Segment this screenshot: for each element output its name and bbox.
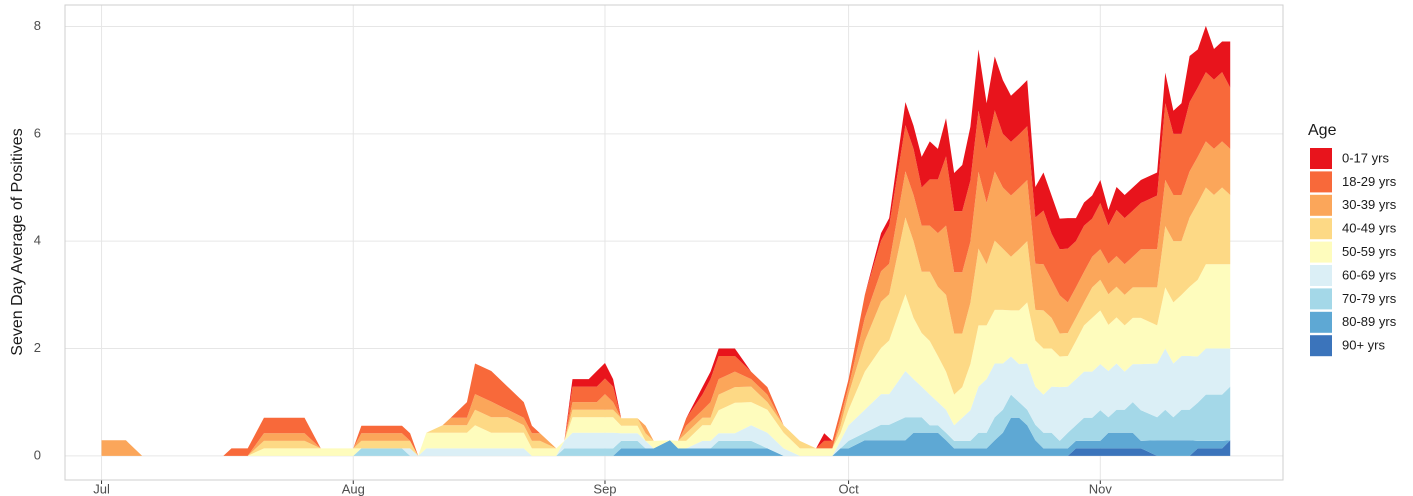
legend-swatch	[1310, 218, 1332, 240]
y-tick-label: 2	[34, 340, 41, 355]
area	[101, 386, 1231, 456]
legend-label: 70-79 yrs	[1342, 291, 1397, 306]
legend-swatch	[1310, 241, 1332, 263]
legend-swatch	[1310, 194, 1332, 216]
y-tick-label: 0	[34, 447, 41, 462]
legend-label: 18-29 yrs	[1342, 174, 1397, 189]
legend-swatch	[1310, 265, 1332, 286]
legend-swatch	[1310, 288, 1332, 310]
y-axis-title: Seven Day Average of Positives	[9, 128, 26, 355]
legend-swatch	[1310, 311, 1332, 333]
y-tick-label: 6	[34, 125, 41, 140]
legend-label: 50-59 yrs	[1342, 244, 1397, 259]
legend-swatch	[1310, 335, 1332, 357]
y-tick-label: 4	[34, 233, 41, 248]
area	[101, 264, 1231, 456]
legend-label: 60-69 yrs	[1342, 267, 1397, 282]
area	[101, 440, 1231, 456]
legend-swatch	[1310, 171, 1332, 193]
x-tick-label: Oct	[838, 481, 859, 496]
area	[101, 348, 1231, 456]
legend-swatch	[1310, 148, 1332, 169]
area	[101, 417, 1231, 456]
area	[101, 25, 1231, 456]
x-tick-label: Jul	[93, 481, 110, 496]
legend-title: Age	[1308, 122, 1337, 139]
legend-label: 30-39 yrs	[1342, 197, 1397, 212]
x-tick-label: Aug	[342, 481, 365, 496]
x-tick-label: Sep	[593, 481, 616, 496]
x-tick-label: Nov	[1089, 481, 1113, 496]
legend-label: 0-17 yrs	[1342, 150, 1389, 165]
legend-label: 40-49 yrs	[1342, 221, 1397, 236]
panel-border	[64, 4, 1284, 481]
y-tick-label: 8	[34, 18, 41, 33]
legend-label: 90+ yrs	[1342, 338, 1385, 353]
legend-label: 80-89 yrs	[1342, 314, 1397, 329]
